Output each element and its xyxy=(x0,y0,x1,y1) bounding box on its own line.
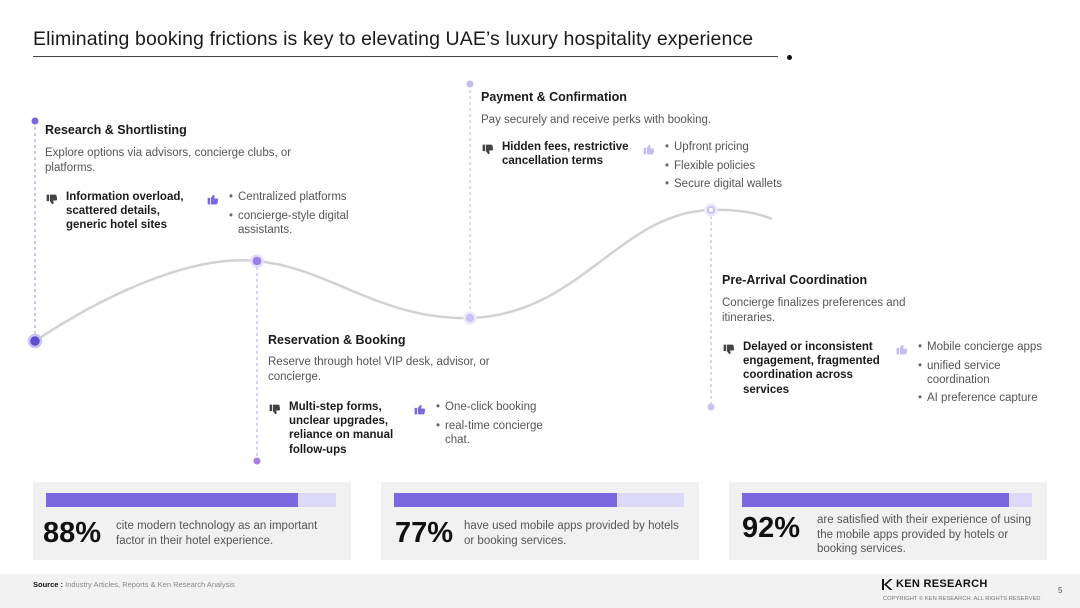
stage-title: Reservation & Booking xyxy=(268,333,406,347)
anchor-dot-research xyxy=(31,117,39,125)
solution-list: Upfront pricing Flexible policies Secure… xyxy=(665,140,795,196)
stat-bar-track xyxy=(742,493,1032,507)
marker-reservation xyxy=(250,254,264,268)
solution-item: real-time concierge chat. xyxy=(436,419,566,447)
thumbs-down-icon xyxy=(268,403,281,416)
page-number: 5 xyxy=(1058,586,1063,595)
title-dot xyxy=(787,55,792,60)
stage-title: Pre-Arrival Coordination xyxy=(722,273,868,287)
copyright: COPYRIGHT © KEN RESEARCH. ALL RIGHTS RES… xyxy=(883,596,1041,602)
pain-point: Information overload, scattered details,… xyxy=(66,191,184,232)
title-divider xyxy=(33,56,778,57)
marker-payment xyxy=(463,311,477,325)
solution-item: One-click booking xyxy=(436,400,566,414)
source-text: Industry Articles, Reports & Ken Researc… xyxy=(65,580,235,589)
stat-card: 88% cite modern technology as an importa… xyxy=(33,482,351,560)
stat-bar-track xyxy=(394,493,684,507)
solution-list: One-click booking real-time concierge ch… xyxy=(436,400,566,451)
marker-research xyxy=(27,333,43,349)
anchor-dot-reservation xyxy=(253,457,261,465)
journey-curve-chart xyxy=(27,80,773,465)
stage-title: Payment & Confirmation xyxy=(481,90,627,104)
anchor-dot-prearrival xyxy=(707,403,715,411)
source-note: Source : Industry Articles, Reports & Ke… xyxy=(33,580,235,589)
stat-text: cite modern technology as an important f… xyxy=(116,520,318,547)
stage-description: Explore options via advisors, concierge … xyxy=(45,147,292,174)
page-title: Eliminating booking frictions is key to … xyxy=(33,28,754,50)
pain-point: Hidden fees, restrictive cancellation te… xyxy=(502,141,629,168)
solution-item: AI preference capture xyxy=(918,391,1058,405)
thumbs-down-icon xyxy=(45,193,58,206)
stat-bar-fill xyxy=(46,493,299,507)
stat-text: are satisfied with their experience of u… xyxy=(817,514,1032,555)
stat-bar-fill xyxy=(742,493,1009,507)
stage-description: Pay securely and receive perks with book… xyxy=(481,114,712,126)
anchor-dot-payment xyxy=(466,80,474,88)
solution-item: Mobile concierge apps xyxy=(918,340,1058,354)
solution-list: Centralized platforms concierge-style di… xyxy=(229,190,389,241)
stat-card: 77% have used mobile apps provided by ho… xyxy=(381,482,699,560)
solution-item: Flexible policies xyxy=(665,159,795,173)
brand-name: KEN RESEARCH xyxy=(896,578,988,590)
solution-list: Mobile concierge apps unified service co… xyxy=(918,340,1058,410)
stat-value: 77% xyxy=(395,517,454,549)
stat-text: have used mobile apps provided by hotels… xyxy=(464,520,679,547)
solution-item: Secure digital wallets xyxy=(665,177,795,191)
footer-bar xyxy=(0,574,1080,608)
stat-card: 92% are satisfied with their experience … xyxy=(729,482,1047,560)
pain-point: Multi-step forms, unclear upgrades, reli… xyxy=(289,401,394,456)
source-label: Source : xyxy=(33,580,64,589)
thumbs-up-icon xyxy=(895,343,908,356)
solution-item: unified service coordination xyxy=(918,359,1058,387)
stat-bar-fill xyxy=(394,493,618,507)
stage-description: Concierge finalizes preferences and itin… xyxy=(722,297,906,324)
thumbs-up-icon xyxy=(413,403,426,416)
stage-title: Research & Shortlisting xyxy=(45,123,187,137)
thumbs-down-icon xyxy=(722,343,735,356)
solution-item: concierge-style digital assistants. xyxy=(229,209,389,237)
stat-value: 92% xyxy=(742,512,801,544)
pain-point: Delayed or inconsistent engagement, frag… xyxy=(743,341,880,396)
thumbs-up-icon xyxy=(206,193,219,206)
stage-description: Reserve through hotel VIP desk, advisor,… xyxy=(268,356,490,383)
stat-value: 88% xyxy=(43,517,102,549)
solution-item: Centralized platforms xyxy=(229,190,389,204)
thumbs-up-icon xyxy=(642,143,655,156)
thumbs-down-icon xyxy=(481,143,494,156)
solution-item: Upfront pricing xyxy=(665,140,795,154)
ken-logo-icon xyxy=(882,579,893,590)
stat-bar-track xyxy=(46,493,336,507)
